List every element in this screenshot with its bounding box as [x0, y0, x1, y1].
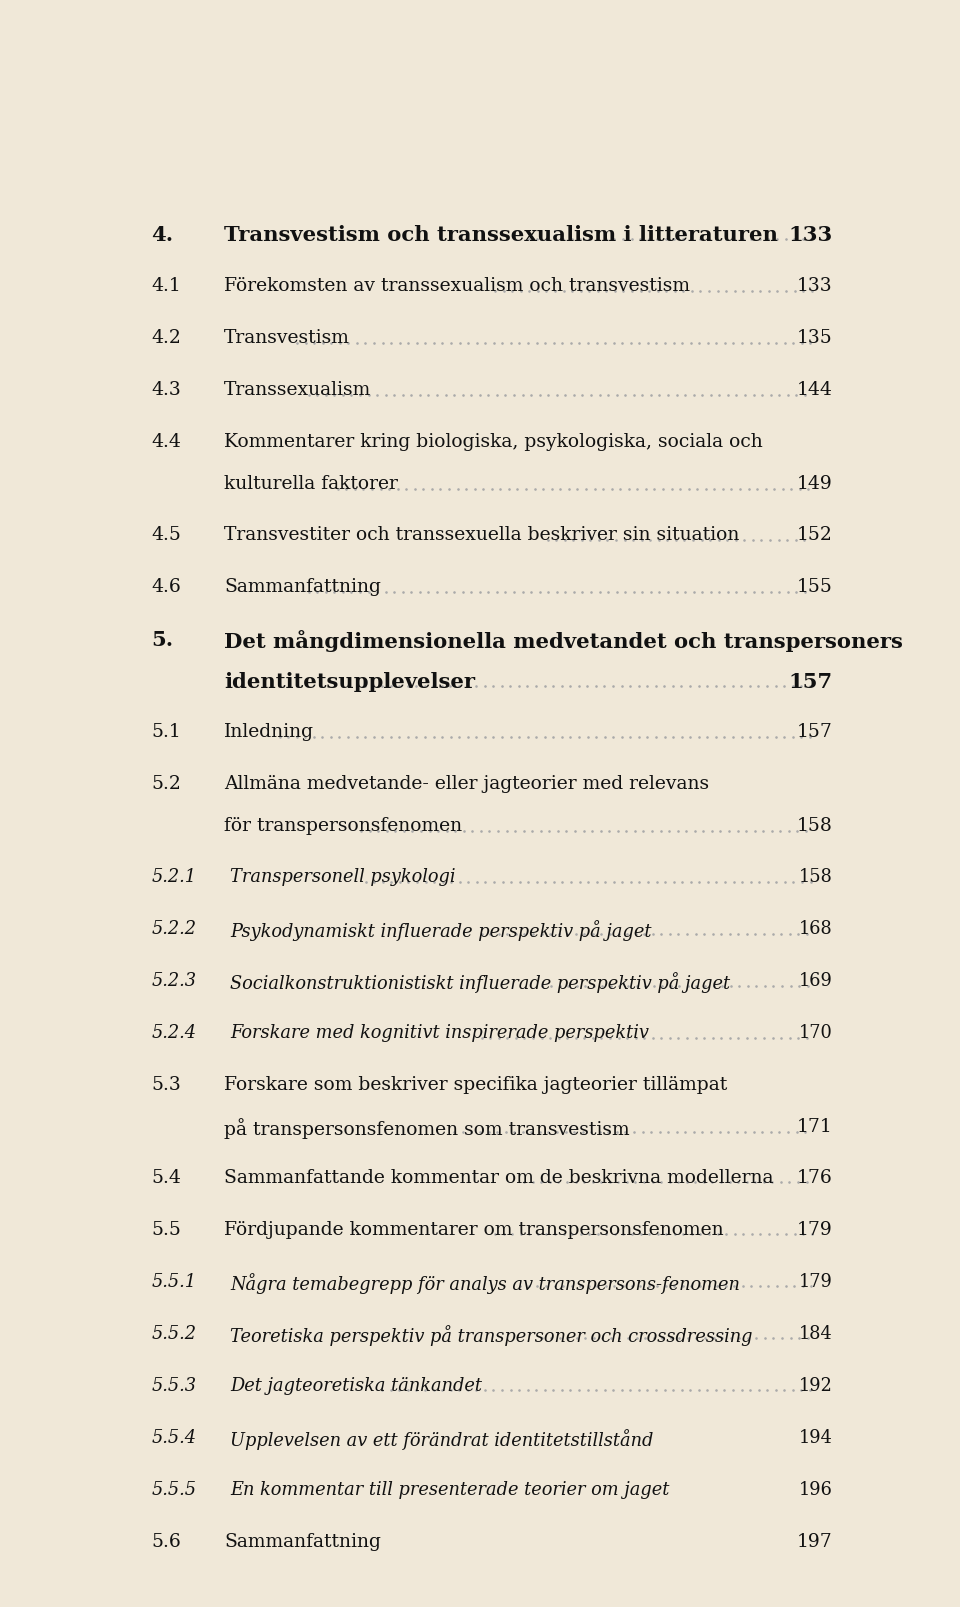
Text: 4.2: 4.2: [152, 329, 181, 347]
Text: Allmäna medvetande- eller jagteorier med relevans: Allmäna medvetande- eller jagteorier med…: [225, 775, 709, 792]
Text: Inledning: Inledning: [225, 723, 314, 741]
Text: Det mångdimensionella medvetandet och transpersoners: Det mångdimensionella medvetandet och tr…: [225, 630, 903, 651]
Text: Sammanfattning: Sammanfattning: [225, 577, 381, 596]
Text: 196: 196: [799, 1480, 832, 1498]
Text: Forskare med kognitivt inspirerade perspektiv: Forskare med kognitivt inspirerade persp…: [230, 1024, 649, 1041]
Text: 4.6: 4.6: [152, 577, 181, 596]
Text: Förekomsten av transsexualism och transvestism: Förekomsten av transsexualism och transv…: [225, 276, 690, 296]
Text: 5.5: 5.5: [152, 1220, 181, 1237]
Text: 4.5: 4.5: [152, 525, 181, 543]
Text: 5.5.3: 5.5.3: [152, 1376, 196, 1393]
Text: 171: 171: [797, 1117, 832, 1135]
Text: 157: 157: [797, 723, 832, 741]
Text: Fördjupande kommentarer om transpersonsfenomen: Fördjupande kommentarer om transpersonsf…: [225, 1220, 724, 1237]
Text: 4.4: 4.4: [152, 432, 181, 452]
Text: Kommentarer kring biologiska, psykologiska, sociala och: Kommentarer kring biologiska, psykologis…: [225, 432, 763, 452]
Text: 157: 157: [788, 672, 832, 691]
Text: på transpersonsfenomen som transvestism: på transpersonsfenomen som transvestism: [225, 1117, 630, 1138]
Text: Transsexualism: Transsexualism: [225, 381, 372, 399]
Text: Sammanfattande kommentar om de beskrivna modellerna: Sammanfattande kommentar om de beskrivna…: [225, 1168, 774, 1186]
Text: Transpersonell psykologi: Transpersonell psykologi: [230, 868, 456, 885]
Text: 133: 133: [797, 276, 832, 296]
Text: 5.5.1: 5.5.1: [152, 1271, 196, 1290]
Text: för transpersonsfenomen: för transpersonsfenomen: [225, 816, 463, 834]
Text: Transvestiter och transsexuella beskriver sin situation: Transvestiter och transsexuella beskrive…: [225, 525, 739, 543]
Text: 197: 197: [797, 1531, 832, 1549]
Text: identitetsupplevelser: identitetsupplevelser: [225, 672, 475, 691]
Text: Psykodynamiskt influerade perspektiv på jaget: Psykodynamiskt influerade perspektiv på …: [230, 919, 652, 940]
Text: 5.: 5.: [152, 630, 174, 649]
Text: 133: 133: [788, 225, 832, 244]
Text: 5.5.5: 5.5.5: [152, 1480, 196, 1498]
Text: Socialkonstruktionistiskt influerade perspektiv på jaget: Socialkonstruktionistiskt influerade per…: [230, 971, 731, 992]
Text: 170: 170: [799, 1024, 832, 1041]
Text: 168: 168: [799, 919, 832, 937]
Text: 179: 179: [797, 1220, 832, 1237]
Text: 4.: 4.: [152, 225, 174, 244]
Text: Sammanfattning: Sammanfattning: [225, 1531, 381, 1549]
Text: 4.3: 4.3: [152, 381, 181, 399]
Text: Upplevelsen av ett förändrat identitetstillstånd: Upplevelsen av ett förändrat identitetst…: [230, 1427, 654, 1448]
Text: 158: 158: [797, 816, 832, 834]
Text: 149: 149: [797, 476, 832, 493]
Text: 135: 135: [797, 329, 832, 347]
Text: 184: 184: [799, 1324, 832, 1342]
Text: En kommentar till presenterade teorier om jaget: En kommentar till presenterade teorier o…: [230, 1480, 669, 1498]
Text: 5.2.2: 5.2.2: [152, 919, 196, 937]
Text: Transvestism och transsexualism i litteraturen: Transvestism och transsexualism i litter…: [225, 225, 778, 244]
Text: 5.5.2: 5.5.2: [152, 1324, 196, 1342]
Text: 5.5.4: 5.5.4: [152, 1427, 196, 1446]
Text: 5.2: 5.2: [152, 775, 181, 792]
Text: Teoretiska perspektiv på transpersoner och crossdressing: Teoretiska perspektiv på transpersoner o…: [230, 1324, 753, 1345]
Text: 5.2.1: 5.2.1: [152, 868, 196, 885]
Text: 5.2.4: 5.2.4: [152, 1024, 196, 1041]
Text: 4.1: 4.1: [152, 276, 181, 296]
Text: 194: 194: [799, 1427, 832, 1446]
Text: 5.3: 5.3: [152, 1075, 181, 1093]
Text: Forskare som beskriver specifika jagteorier tillämpat: Forskare som beskriver specifika jagteor…: [225, 1075, 728, 1093]
Text: 179: 179: [799, 1271, 832, 1290]
Text: 155: 155: [797, 577, 832, 596]
Text: 5.2.3: 5.2.3: [152, 971, 196, 990]
Text: 144: 144: [797, 381, 832, 399]
Text: 192: 192: [799, 1376, 832, 1393]
Text: 5.6: 5.6: [152, 1531, 181, 1549]
Text: 5.1: 5.1: [152, 723, 181, 741]
Text: 169: 169: [799, 971, 832, 990]
Text: Det jagteoretiska tänkandet: Det jagteoretiska tänkandet: [230, 1376, 482, 1393]
Text: 152: 152: [797, 525, 832, 543]
Text: 158: 158: [799, 868, 832, 885]
Text: 176: 176: [797, 1168, 832, 1186]
Text: 5.4: 5.4: [152, 1168, 181, 1186]
Text: Transvestism: Transvestism: [225, 329, 350, 347]
Text: kulturella faktorer: kulturella faktorer: [225, 476, 398, 493]
Text: Några temabegrepp för analys av transpersons-fenomen: Några temabegrepp för analys av transper…: [230, 1271, 740, 1292]
